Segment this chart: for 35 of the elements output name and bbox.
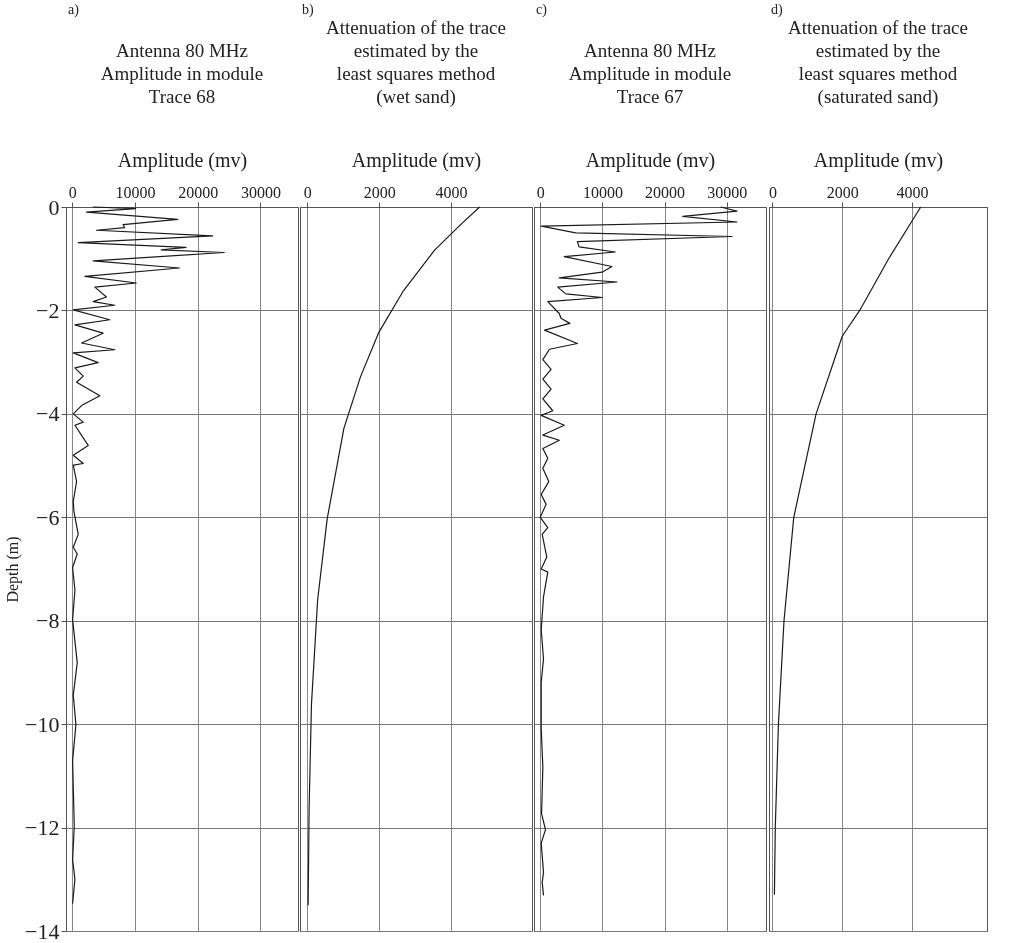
text: d) xyxy=(771,2,783,18)
x-tick-label: 0 xyxy=(536,183,545,201)
chart-title: Antenna 80 MHz Amplitude in module Trace 68 xyxy=(100,40,264,107)
x-tick-label: 2000 xyxy=(363,183,396,201)
x-axis-title: Amplitude (mv) xyxy=(813,148,944,172)
text: c) xyxy=(536,2,548,18)
x-tick-label: 20000 xyxy=(178,183,219,201)
x-axis-title: Amplitude (mv) xyxy=(117,148,248,172)
x-tick-label: 30000 xyxy=(707,183,748,201)
y-tick-label: −4 xyxy=(36,401,60,427)
y-tick-label: −2 xyxy=(36,297,60,323)
y-axis-title: Depth (m) xyxy=(4,536,23,603)
x-tick-label: 4000 xyxy=(435,183,468,201)
x-axis-title: Amplitude (mv) xyxy=(351,148,482,172)
y-tick-label: −6 xyxy=(36,504,60,530)
text: b) xyxy=(302,2,314,18)
x-tick-label: 4000 xyxy=(896,183,929,201)
y-tick-label: −14 xyxy=(25,918,60,943)
x-tick-label: 2000 xyxy=(826,183,859,201)
x-tick-label: 10000 xyxy=(582,183,623,201)
text: a) xyxy=(68,2,80,18)
x-tick-label: 0 xyxy=(303,183,312,201)
line-series xyxy=(72,206,225,905)
chart-title: Attenuation of the trace estimated by the least squares method (saturated sand) xyxy=(788,17,968,108)
y-tick-label: −8 xyxy=(36,608,60,634)
x-tick-label: 0 xyxy=(68,183,77,201)
y-tick-label: −12 xyxy=(25,815,60,841)
x-tick-label: 0 xyxy=(768,183,777,201)
x-tick-label: 10000 xyxy=(115,183,156,201)
chart-title: Antenna 80 MHz Amplitude in module Trace 67 xyxy=(568,40,732,107)
x-tick-label: 20000 xyxy=(645,183,686,201)
chart-title: Attenuation of the trace estimated by the least squares method (wet sand) xyxy=(326,17,506,108)
y-tick-label: −10 xyxy=(25,711,60,737)
x-axis-title: Amplitude (mv) xyxy=(585,148,716,172)
x-tick-label: 30000 xyxy=(240,183,281,201)
